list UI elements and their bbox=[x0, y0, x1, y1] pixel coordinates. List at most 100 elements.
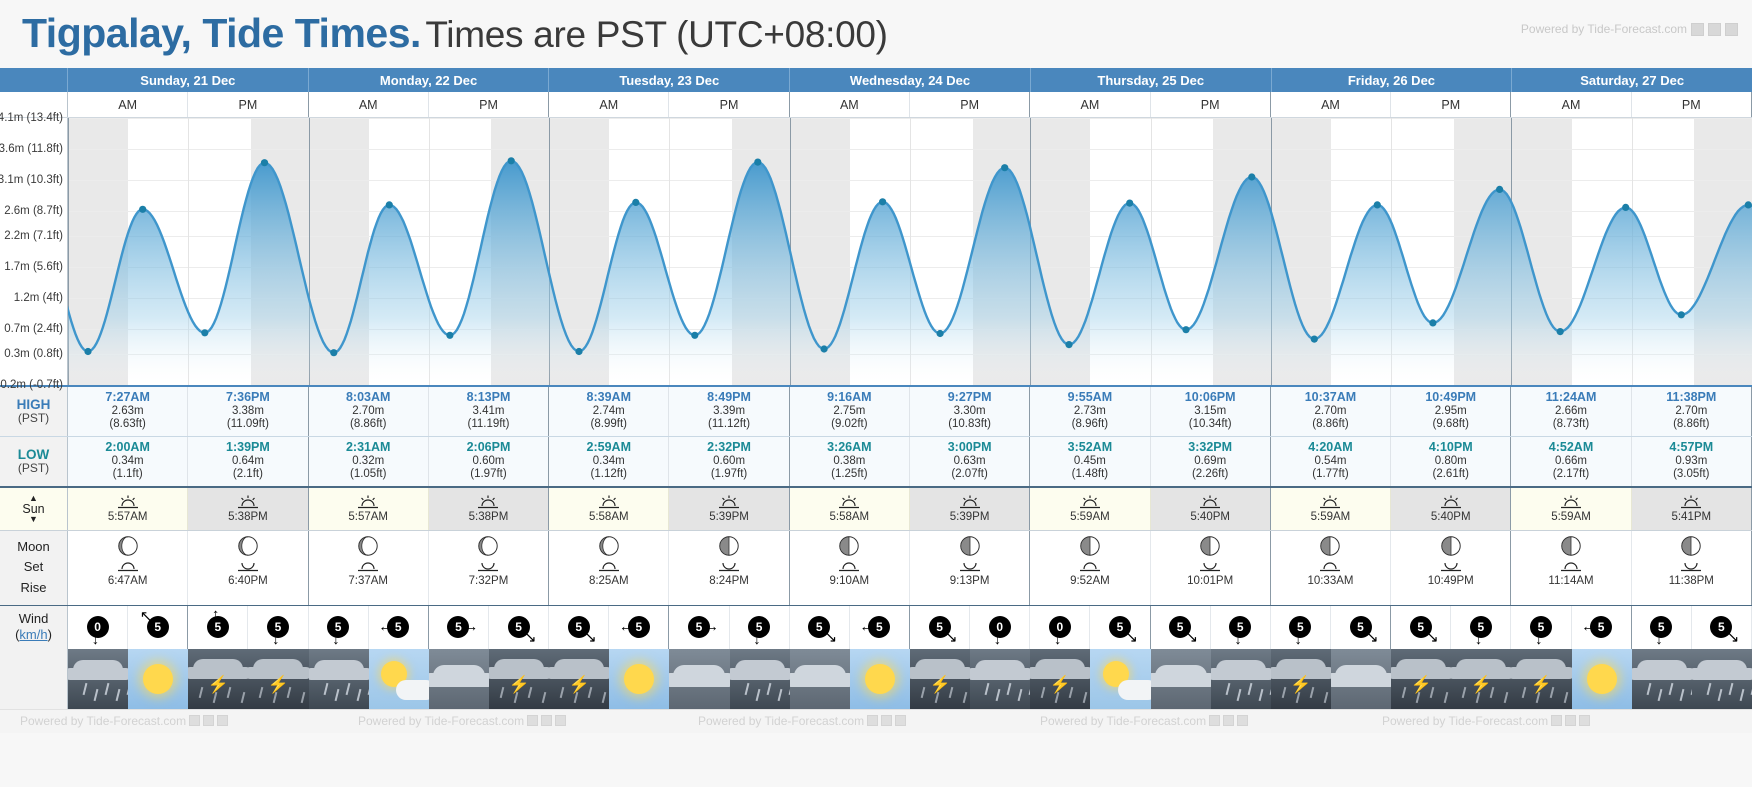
footer-social-icon-b2[interactable] bbox=[541, 715, 553, 727]
moonrise-icon bbox=[719, 562, 740, 571]
tide-point-high-7[interactable] bbox=[507, 157, 515, 165]
footer-social-icon-d1[interactable] bbox=[1209, 715, 1221, 727]
footer-social-icon-c3[interactable] bbox=[895, 715, 907, 727]
footer-social-icon-c1[interactable] bbox=[867, 715, 879, 727]
social-icon-2[interactable] bbox=[1708, 22, 1721, 36]
wind-indicator-2-1[interactable]: 5 ← bbox=[619, 610, 656, 644]
weather-rain-streak-6-2-3 bbox=[1679, 688, 1685, 701]
wind-indicator-1-3[interactable]: 5 ↘ bbox=[502, 610, 537, 645]
tide-point-low-2[interactable] bbox=[201, 329, 209, 337]
wind-indicator-2-0[interactable]: 5 ↘ bbox=[562, 610, 597, 645]
tide-point-low-0[interactable] bbox=[84, 347, 92, 356]
wind-indicator-1-2[interactable]: 5 → bbox=[441, 610, 478, 644]
wind-row-label: Wind (km/h) bbox=[0, 605, 68, 649]
moonset-icon bbox=[117, 562, 138, 571]
high-time-1-pm: 8:13PM bbox=[466, 390, 511, 404]
wind-indicator-3-0[interactable]: 5 ↘ bbox=[802, 610, 837, 645]
social-icon-3[interactable] bbox=[1725, 22, 1738, 36]
social-icon-1[interactable] bbox=[1691, 22, 1704, 36]
tide-point-low-22[interactable] bbox=[1429, 319, 1437, 327]
tide-point-high-1[interactable] bbox=[139, 205, 147, 213]
tide-point-low-4[interactable] bbox=[330, 349, 338, 357]
wind-indicator-0-0[interactable]: 0 ↓ bbox=[81, 610, 115, 647]
wind-indicator-3-2[interactable]: 5 ↘ bbox=[923, 610, 958, 645]
tide-point-high-27[interactable] bbox=[1744, 201, 1752, 209]
footer-social-icon-a1[interactable] bbox=[189, 715, 201, 727]
wind-indicator-6-3[interactable]: 5 ↘ bbox=[1704, 610, 1739, 645]
tide-point-high-17[interactable] bbox=[1126, 199, 1134, 207]
tide-curve-svg bbox=[68, 157, 1752, 385]
wind-indicator-2-2[interactable]: 5 → bbox=[682, 610, 719, 644]
tide-point-high-9[interactable] bbox=[632, 198, 640, 206]
weather-cloud-icon-3-0 bbox=[793, 664, 846, 687]
wind-indicator-5-3[interactable]: 5 ↓ bbox=[1464, 610, 1498, 647]
weather-cloud-icon-6-3 bbox=[1696, 660, 1747, 681]
wind-indicator-5-1[interactable]: 5 ↘ bbox=[1344, 610, 1379, 645]
wind-cell-0-0: 0 ↓ bbox=[68, 605, 129, 649]
low-cell-1-am: 2:31AM 0.32m (1.05ft) bbox=[309, 436, 429, 486]
wind-indicator-1-1[interactable]: 5 ← bbox=[378, 610, 415, 644]
tide-point-high-13[interactable] bbox=[879, 198, 887, 206]
tide-point-low-16[interactable] bbox=[1065, 341, 1073, 349]
wind-speed-badge-3-1: 5 bbox=[868, 616, 891, 639]
sun-cell-6-am: 5:59AM bbox=[1511, 487, 1632, 530]
wind-indicator-6-0[interactable]: 5 ↓ bbox=[1524, 610, 1558, 647]
tide-point-high-25[interactable] bbox=[1622, 203, 1630, 211]
footer-social-icon-e1[interactable] bbox=[1551, 715, 1563, 727]
weather-lightning-icon-3-2: ⚡ bbox=[929, 674, 951, 694]
wind-indicator-4-3[interactable]: 5 ↓ bbox=[1223, 610, 1257, 647]
weather-rain-streak-3-3-0 bbox=[984, 682, 990, 695]
wind-indicator-2-3[interactable]: 5 ↓ bbox=[742, 610, 776, 647]
wind-indicator-1-0[interactable]: 5 ↓ bbox=[321, 610, 355, 647]
tide-point-low-20[interactable] bbox=[1310, 335, 1318, 343]
weather-rain-streak-4-0-0 bbox=[1040, 686, 1046, 698]
tide-point-high-23[interactable] bbox=[1496, 185, 1504, 193]
wind-indicator-0-2[interactable]: 5 ↑ bbox=[201, 607, 235, 644]
footer-social-icon-b1[interactable] bbox=[527, 715, 539, 727]
tide-point-low-10[interactable] bbox=[691, 331, 699, 339]
footer-social-icon-e3[interactable] bbox=[1579, 715, 1591, 727]
footer-social-icon-a3[interactable] bbox=[217, 715, 229, 727]
wind-unit-link[interactable]: km/h bbox=[19, 627, 48, 643]
tide-point-low-24[interactable] bbox=[1556, 328, 1564, 336]
low-cell-6-pm: 4:57PM 0.93m (3.05ft) bbox=[1632, 436, 1752, 486]
tide-point-high-11[interactable] bbox=[754, 158, 762, 166]
moonset-time-0: 6:47AM bbox=[107, 574, 148, 587]
tide-point-low-8[interactable] bbox=[575, 347, 583, 356]
high-metres-3-am: 2.75m bbox=[833, 404, 866, 417]
wind-indicator-4-2[interactable]: 5 ↘ bbox=[1163, 610, 1198, 645]
wind-indicator-5-2[interactable]: 5 ↘ bbox=[1404, 610, 1439, 645]
tide-point-low-14[interactable] bbox=[936, 329, 944, 338]
footer-social-icon-c2[interactable] bbox=[881, 715, 893, 727]
wind-indicator-0-3[interactable]: 5 ↓ bbox=[261, 610, 295, 647]
tide-point-high-21[interactable] bbox=[1373, 201, 1381, 209]
footer-social-icon-b3[interactable] bbox=[555, 715, 567, 727]
tide-point-low-6[interactable] bbox=[446, 331, 454, 339]
wind-indicator-3-1[interactable]: 5 ← bbox=[859, 610, 896, 644]
wind-indicator-0-1[interactable]: 5 ↖ bbox=[140, 609, 175, 644]
footer-social-icon-d2[interactable] bbox=[1223, 715, 1235, 727]
tide-point-high-15[interactable] bbox=[1001, 164, 1009, 172]
tide-point-low-18[interactable] bbox=[1182, 326, 1190, 334]
tide-point-high-3[interactable] bbox=[260, 159, 269, 167]
sun-cell-2-am: 5:58AM bbox=[549, 487, 670, 530]
tide-point-high-19[interactable] bbox=[1248, 173, 1256, 181]
wind-indicator-6-1[interactable]: 5 ← bbox=[1581, 610, 1618, 644]
wind-indicator-4-0[interactable]: 0 ↓ bbox=[1043, 610, 1077, 647]
footer-social-icon-e2[interactable] bbox=[1565, 715, 1577, 727]
wind-indicator-6-2[interactable]: 5 ↓ bbox=[1644, 610, 1678, 647]
wind-indicator-3-3[interactable]: 0 ↓ bbox=[983, 610, 1017, 647]
high-feet-6-am: (8.73ft) bbox=[1552, 418, 1590, 431]
low-time-0-am: 2:00AM bbox=[105, 439, 150, 454]
tide-point-low-12[interactable] bbox=[820, 345, 828, 353]
wind-indicator-4-1[interactable]: 5 ↘ bbox=[1103, 610, 1138, 645]
footer-social-icon-d3[interactable] bbox=[1237, 715, 1249, 727]
tide-point-high-5[interactable] bbox=[385, 201, 393, 209]
day-header-1: Monday, 22 Dec bbox=[309, 68, 550, 92]
sun-row-label: ▲ Sun ▼ bbox=[0, 487, 68, 530]
tide-chart: 4.1m (13.4ft) 3.6m (11.8ft) 3.1m (10.3ft) 2… bbox=[0, 112, 1752, 391]
wind-speed-badge-4-1: 5 bbox=[1108, 616, 1131, 639]
footer-social-icon-a2[interactable] bbox=[203, 715, 215, 727]
wind-indicator-5-0[interactable]: 5 ↓ bbox=[1283, 610, 1317, 647]
tide-point-low-26[interactable] bbox=[1677, 311, 1685, 319]
